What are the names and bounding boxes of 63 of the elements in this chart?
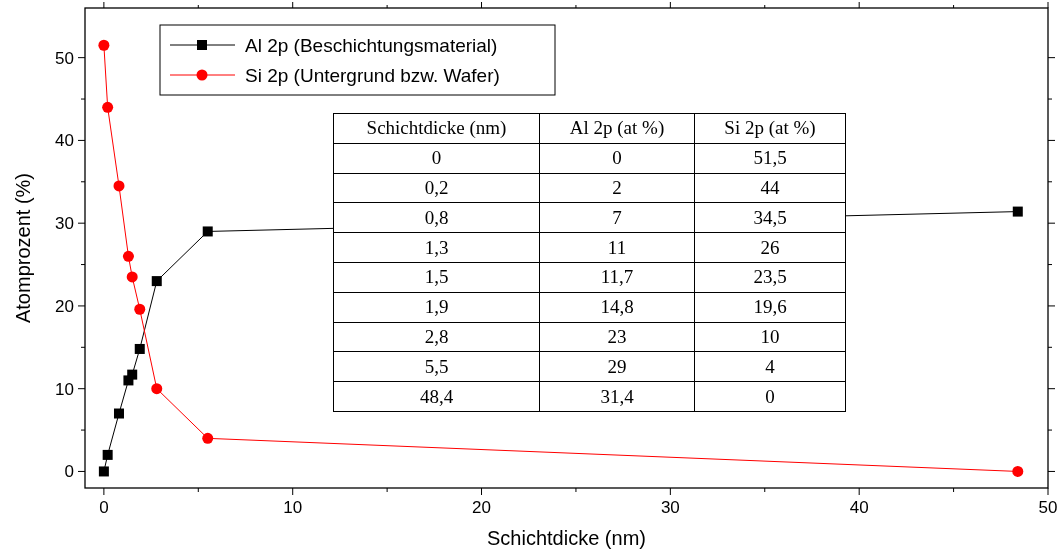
point (113, 180, 125, 192)
annotation: 0,2 (333, 173, 540, 203)
annotation: Schichtdicke (nm) (333, 113, 540, 144)
x-tick-label: 20 (472, 498, 491, 517)
annotation: 31,4 (539, 381, 695, 412)
annotation: 7 (539, 202, 695, 233)
annotation: 11,7 (539, 262, 695, 293)
annotation: 0,8 (333, 202, 540, 233)
point (1012, 465, 1024, 477)
point (122, 250, 134, 262)
annotation: Al 2p (at %) (539, 113, 695, 144)
annotation: 2 (539, 173, 695, 203)
point (127, 369, 138, 380)
annotation: 11 (539, 232, 695, 263)
point (202, 226, 213, 237)
y-tick-label: 40 (55, 131, 74, 151)
annotation: 14,8 (539, 292, 695, 323)
annotation: 44 (694, 173, 846, 203)
annotation: 19,6 (694, 292, 846, 323)
annotation: 29 (539, 351, 695, 382)
point (98, 39, 110, 51)
legend-label: Si 2p (Untergrund bzw. Wafer) (245, 65, 500, 86)
x-tick-label: 40 (849, 498, 869, 517)
x-tick-label: 10 (283, 498, 303, 517)
point (102, 449, 113, 460)
annotation: Si 2p (at %) (694, 113, 846, 144)
x-tick-label: 50 (1038, 498, 1058, 517)
point (102, 101, 114, 113)
legend-label: Al 2p (Beschichtungsmaterial) (245, 35, 498, 56)
annotation: 10 (694, 322, 846, 352)
y-tick-label: 10 (55, 379, 74, 399)
annotation: 23,5 (694, 262, 846, 293)
point (134, 343, 145, 354)
point (126, 271, 138, 283)
annotation: 5,5 (333, 351, 540, 382)
y-tick-label: 50 (55, 48, 74, 68)
annotation: 2,8 (333, 322, 540, 352)
annotation: 51,5 (694, 143, 846, 174)
annotation: 0 (333, 143, 540, 174)
point (202, 432, 214, 444)
point (151, 276, 162, 287)
y-axis-title: Atomprozent (%) (12, 172, 34, 324)
annotation: 48,4 (333, 381, 540, 412)
point (113, 408, 124, 419)
point (98, 466, 109, 477)
y-tick-label: 20 (55, 296, 74, 316)
y-tick-label: 30 (55, 214, 74, 234)
annotation: 1,3 (333, 232, 540, 263)
annotation: 0 (694, 381, 846, 412)
point (134, 303, 146, 315)
y-tick-label: 0 (64, 462, 74, 482)
annotation: 34,5 (694, 202, 846, 233)
x-tick-label: 0 (99, 498, 109, 517)
annotation: 0 (539, 143, 695, 174)
annotation: 4 (694, 351, 846, 382)
annotation: 26 (694, 232, 846, 263)
point (151, 383, 163, 395)
x-tick-label: 30 (660, 498, 680, 517)
point (1012, 206, 1023, 217)
annotation: 1,5 (333, 262, 540, 293)
annotation: 1,9 (333, 292, 540, 323)
x-axis-title: Schichtdicke (nm) (487, 527, 646, 549)
annotation: 23 (539, 322, 695, 352)
